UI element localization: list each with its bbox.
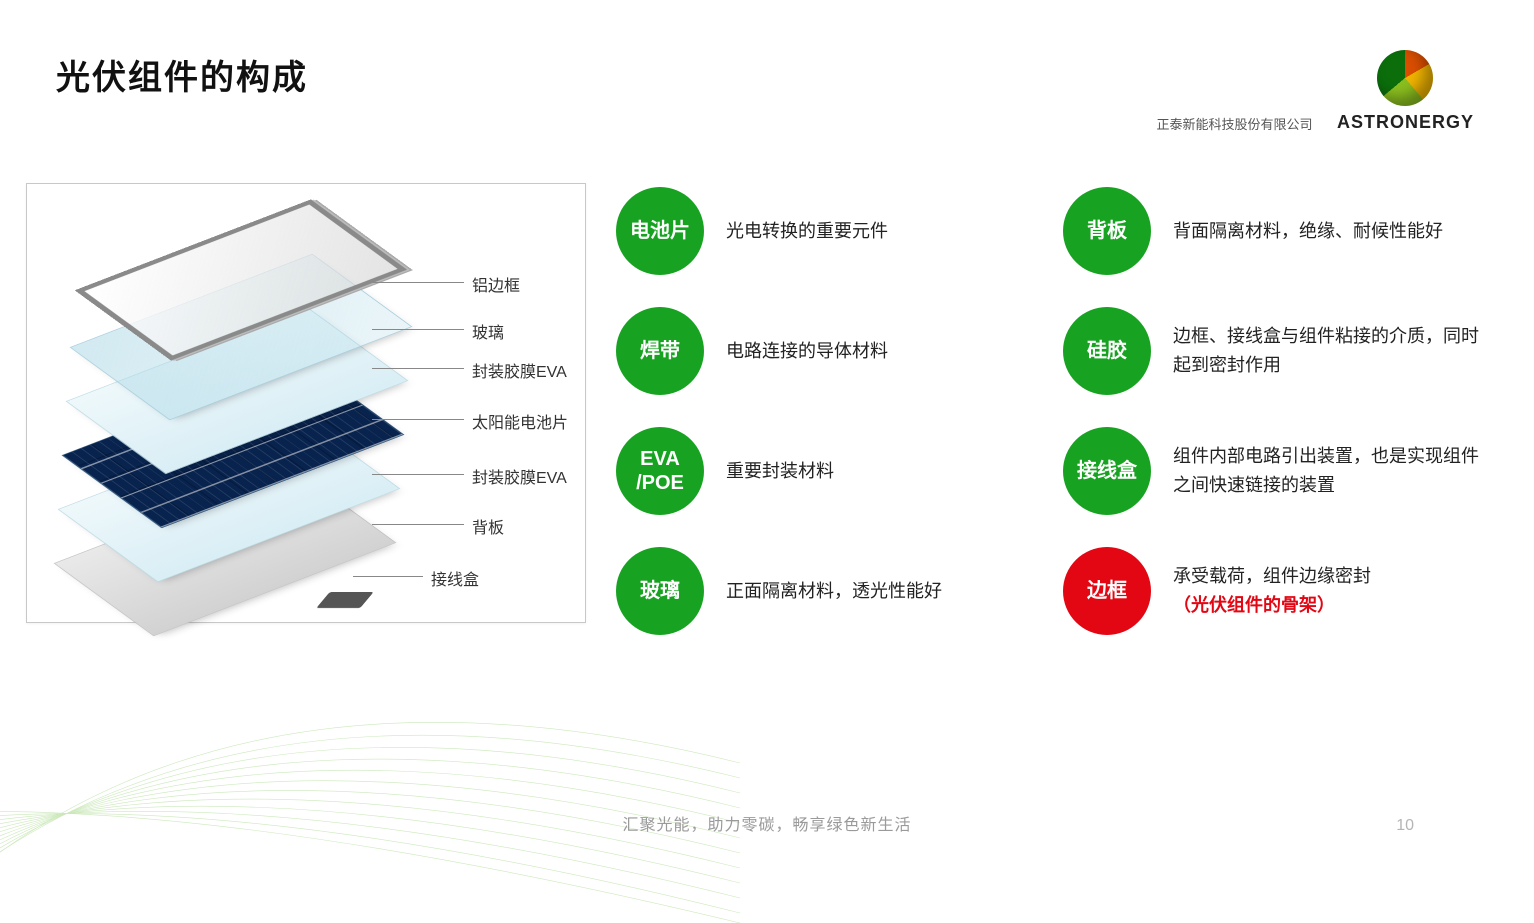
- astronergy-logo-icon: [1377, 50, 1433, 106]
- diagram-label-backsheet: 背板: [472, 514, 504, 538]
- brand-name: ASTRONERGY: [1337, 112, 1474, 133]
- brand-block: 正泰新能科技股份有限公司 ASTRONERGY: [1157, 50, 1474, 133]
- component-desc-back: 背面隔离材料，绝缘、耐候性能好: [1173, 217, 1443, 246]
- component-item-evapoe: EVA /POE 重要封装材料: [616, 427, 1037, 515]
- diagram-label-eva2: 封装胶膜EVA: [472, 464, 567, 488]
- footer-slogan: 汇聚光能，助力零碳，畅享绿色新生活: [0, 811, 1534, 835]
- component-item-back: 背板背面隔离材料，绝缘、耐候性能好: [1063, 187, 1484, 275]
- company-subname: 正泰新能科技股份有限公司: [1157, 114, 1313, 133]
- page-title: 光伏组件的构成: [56, 50, 308, 99]
- component-circle-glass: 玻璃: [616, 547, 704, 635]
- component-item-silicone: 硅胶边框、接线盒与组件粘接的介质，同时起到密封作用: [1063, 307, 1484, 395]
- leader-line-frame: [372, 282, 464, 283]
- component-item-cell: 电池片光电转换的重要元件: [616, 187, 1037, 275]
- diagram-label-frame: 铝边框: [472, 272, 520, 296]
- component-item-frame: 边框承受载荷，组件边缘密封（光伏组件的骨架）: [1063, 547, 1484, 635]
- component-circle-cell: 电池片: [616, 187, 704, 275]
- leader-line-jbox: [353, 576, 423, 577]
- leader-line-cells: [372, 419, 464, 420]
- component-desc-cell: 光电转换的重要元件: [726, 217, 888, 246]
- component-desc-jbox: 组件内部电路引出装置，也是实现组件之间快速链接的装置: [1173, 442, 1484, 500]
- components-grid: 电池片光电转换的重要元件背板背面隔离材料，绝缘、耐候性能好焊带电路连接的导体材料…: [616, 183, 1484, 635]
- diagram-label-glass: 玻璃: [472, 319, 504, 343]
- component-circle-jbox: 接线盒: [1063, 427, 1151, 515]
- leader-line-eva1: [372, 368, 464, 369]
- diagram-label-cells: 太阳能电池片: [472, 409, 568, 433]
- component-desc-silicone: 边框、接线盒与组件粘接的介质，同时起到密封作用: [1173, 322, 1484, 380]
- exploded-diagram: 铝边框玻璃封装胶膜EVA 太阳能电池片封装胶膜EVA 背板接线盒: [26, 183, 586, 623]
- component-desc-frame: 承受载荷，组件边缘密封（光伏组件的骨架）: [1173, 562, 1371, 620]
- page-number: 10: [1396, 817, 1414, 835]
- component-desc-evapoe: 重要封装材料: [726, 457, 834, 486]
- component-circle-ribbon: 焊带: [616, 307, 704, 395]
- layer-junction-box: [316, 592, 373, 608]
- component-circle-back: 背板: [1063, 187, 1151, 275]
- leader-line-glass: [372, 329, 464, 330]
- component-item-glass: 玻璃正面隔离材料，透光性能好: [616, 547, 1037, 635]
- diagram-label-jbox: 接线盒: [431, 566, 479, 590]
- leader-line-backsheet: [372, 524, 464, 525]
- component-circle-evapoe: EVA /POE: [616, 427, 704, 515]
- component-item-jbox: 接线盒组件内部电路引出装置，也是实现组件之间快速链接的装置: [1063, 427, 1484, 515]
- component-desc-ribbon: 电路连接的导体材料: [726, 337, 888, 366]
- component-item-ribbon: 焊带电路连接的导体材料: [616, 307, 1037, 395]
- component-circle-silicone: 硅胶: [1063, 307, 1151, 395]
- component-circle-frame: 边框: [1063, 547, 1151, 635]
- leader-line-eva2: [372, 474, 464, 475]
- diagram-label-eva1: 封装胶膜EVA: [472, 358, 567, 382]
- component-desc-glass: 正面隔离材料，透光性能好: [726, 577, 942, 606]
